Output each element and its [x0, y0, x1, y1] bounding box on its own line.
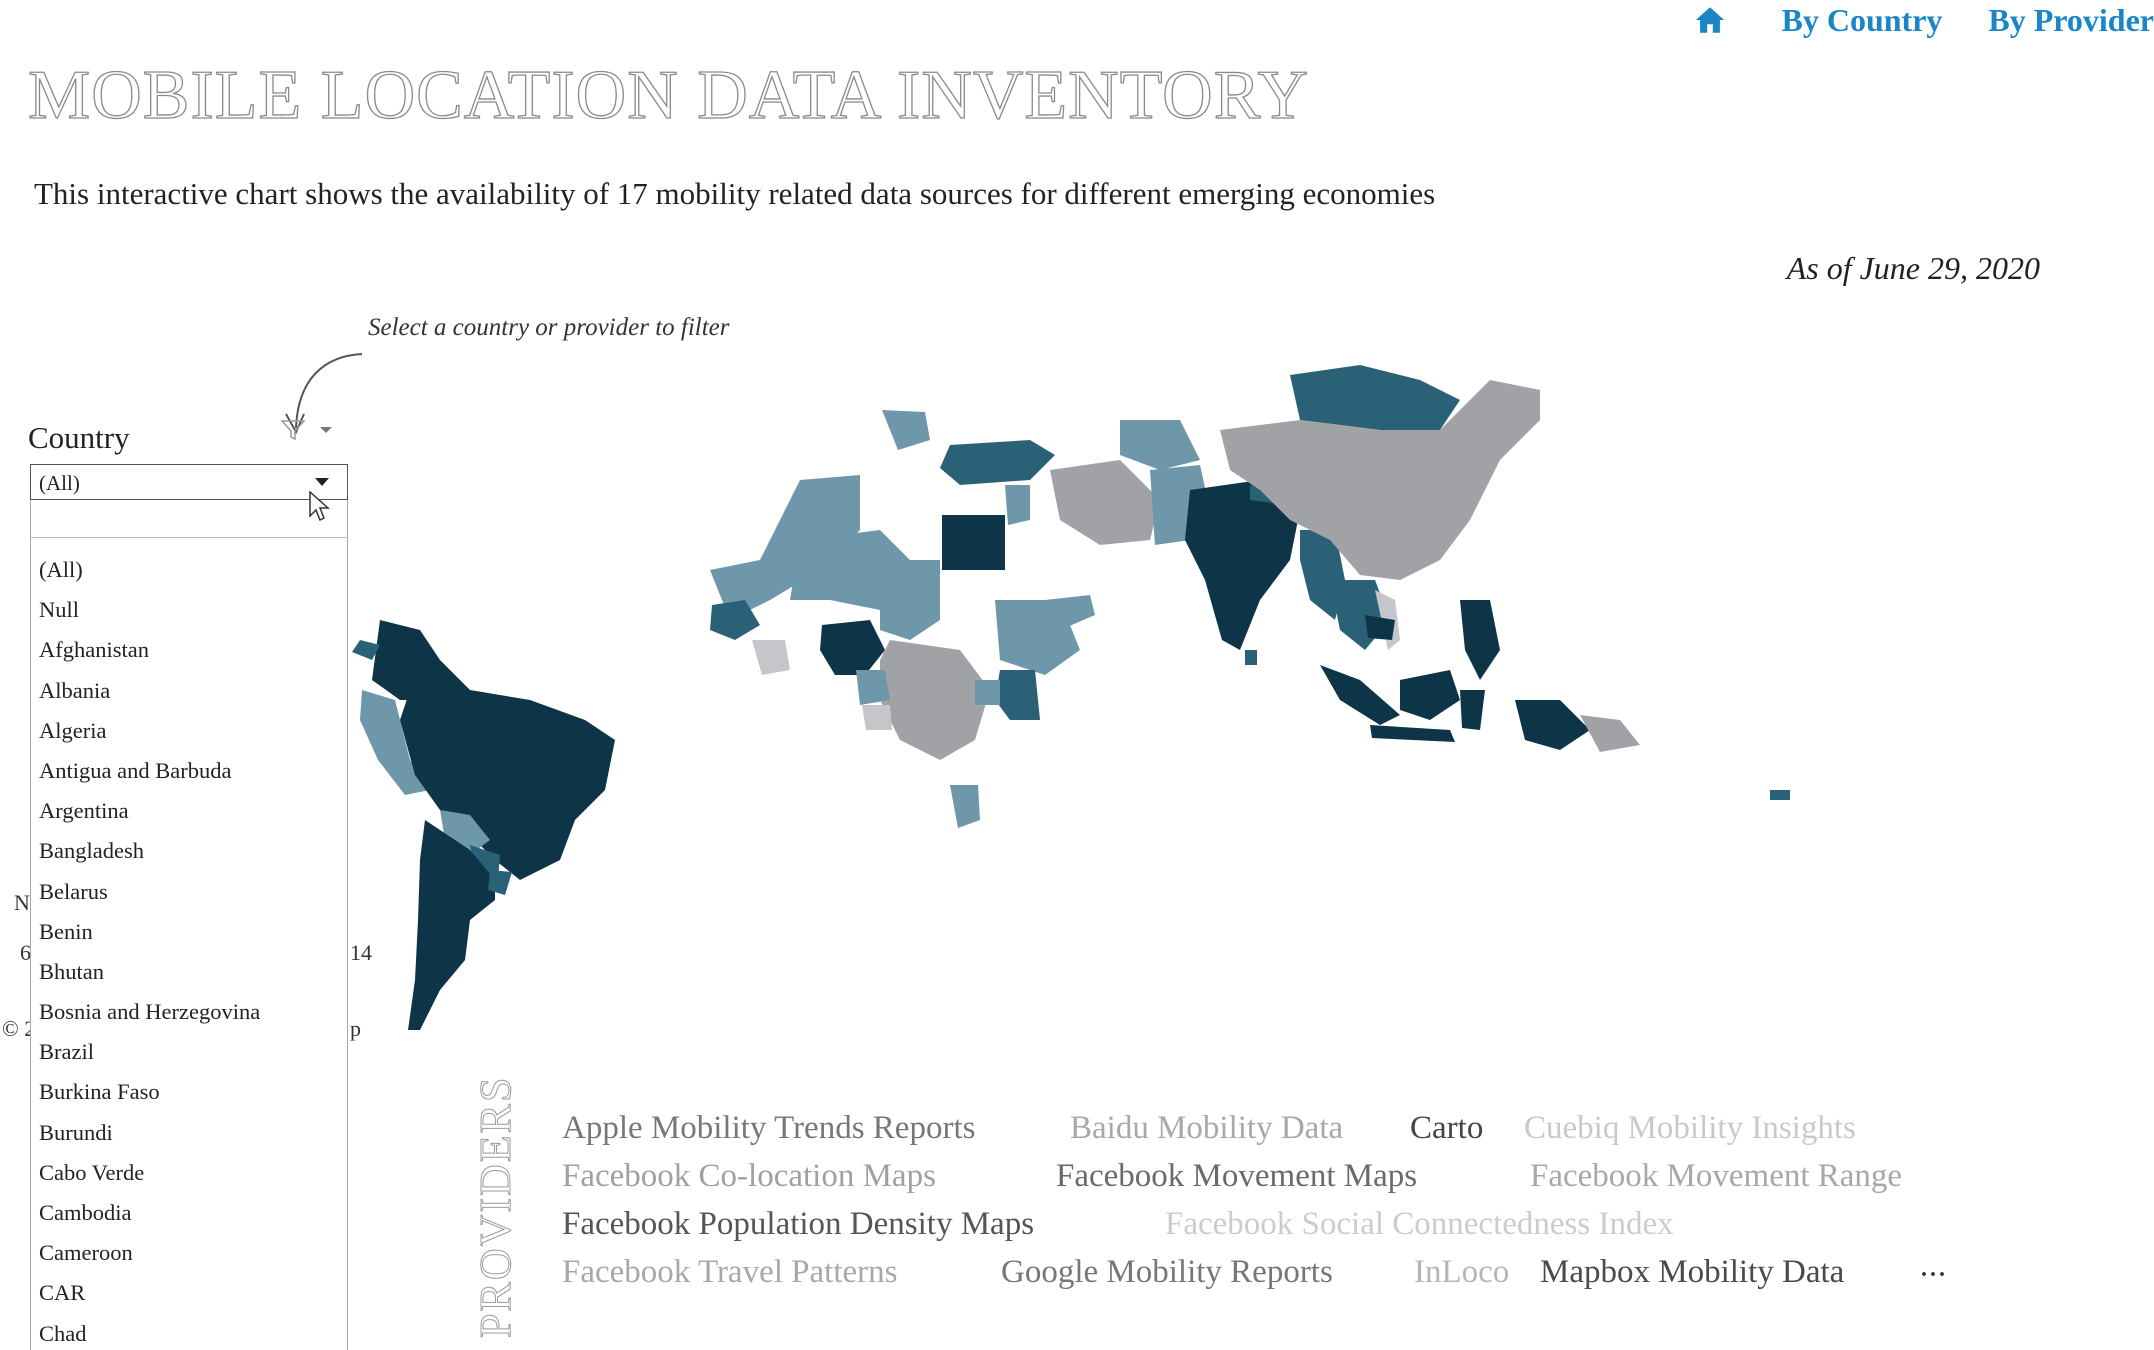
provider-item[interactable]: Facebook Co-location Maps [562, 1158, 936, 1194]
filter-menu-chevron-down-icon[interactable] [318, 425, 334, 435]
provider-item[interactable]: Apple Mobility Trends Reports [562, 1110, 976, 1146]
provider-item[interactable]: Mapbox Mobility Data [1540, 1254, 1845, 1290]
region-papua [1515, 700, 1590, 750]
provider-item[interactable]: Facebook Population Density Maps [562, 1206, 1035, 1242]
provider-item[interactable]: Facebook Movement Range [1530, 1158, 1903, 1194]
country-select[interactable]: (All) [30, 464, 348, 500]
region-india [1185, 480, 1300, 650]
provider-item[interactable]: Carto [1410, 1110, 1484, 1146]
region-turkey [940, 440, 1055, 485]
country-option[interactable]: Chad [39, 1320, 87, 1346]
clipped-label-n: N [14, 890, 30, 915]
region-nigeria [820, 620, 885, 675]
country-option[interactable]: Cabo Verde [39, 1159, 145, 1185]
country-option[interactable]: Algeria [39, 717, 107, 743]
filter-controls [280, 418, 334, 442]
filter-hint: Select a country or provider to filter [368, 314, 730, 341]
region-uganda [975, 680, 1000, 705]
country-option[interactable]: CAR [39, 1280, 86, 1306]
clipped-p: p [350, 1016, 361, 1041]
region-cambodia [1365, 615, 1395, 640]
region-uruguay [488, 870, 512, 895]
region-sumatra [1320, 665, 1400, 725]
region-ghana [752, 640, 790, 675]
region-horn [1045, 595, 1095, 630]
country-option[interactable]: Cameroon [39, 1240, 133, 1266]
country-option[interactable]: Burkina Faso [39, 1079, 160, 1105]
region-gabon-congo [862, 705, 892, 730]
provider-item[interactable]: InLoco [1414, 1254, 1510, 1290]
country-option[interactable]: Cambodia [39, 1200, 132, 1225]
country-option[interactable]: Belarus [39, 878, 108, 904]
provider-item[interactable]: Baidu Mobility Data [1070, 1110, 1344, 1146]
country-option[interactable]: Bhutan [39, 958, 104, 984]
clipped-copyright: © 2 [2, 1016, 36, 1041]
provider-item[interactable]: Google Mobility Reports [1001, 1254, 1333, 1290]
region-levant [1005, 485, 1030, 525]
country-option[interactable]: Antigua and Barbuda [39, 757, 232, 783]
country-filter-label: Country [28, 420, 130, 455]
map-regions [352, 365, 1790, 1030]
as-of-date: As of June 29, 2020 [1786, 250, 2040, 286]
region-central-africa [880, 640, 990, 760]
country-option[interactable]: Bangladesh [39, 838, 144, 864]
region-egypt [942, 515, 1005, 570]
more-options-icon[interactable]: ··· [1920, 1262, 1948, 1288]
region-chad-sudan [880, 560, 940, 640]
country-option[interactable]: Argentina [39, 798, 129, 824]
by-country-link[interactable]: By Country [1781, 1, 1943, 38]
region-argentina-chile [408, 820, 495, 1030]
country-option[interactable]: Bosnia and Herzegovina [39, 999, 261, 1025]
provider-item[interactable]: Facebook Movement Maps [1056, 1158, 1418, 1194]
providers-label: PROVIDERS [471, 1075, 521, 1339]
country-option[interactable]: (All) [39, 557, 83, 582]
region-pacific-islands [1770, 790, 1790, 800]
region-sulawesi [1460, 690, 1485, 730]
by-provider-link[interactable]: By Provider [1988, 1, 2154, 38]
country-options: (All) Null Afghanistan Albania Algeria Antigu… [31, 550, 347, 1350]
filter-icon[interactable] [280, 418, 308, 442]
country-option[interactable]: Null [39, 597, 80, 623]
provider-item[interactable]: Facebook Travel Patterns [562, 1254, 898, 1290]
country-option[interactable]: Afghanistan [39, 637, 149, 663]
region-philippines [1460, 600, 1500, 680]
mouse-cursor-icon [309, 490, 330, 522]
hint-arrow-icon [285, 353, 363, 435]
region-madagascar [950, 785, 980, 828]
country-option[interactable]: Brazil [39, 1039, 94, 1065]
region-peru [360, 690, 430, 795]
region-kenya [995, 670, 1040, 720]
clipped-value-six: 6 [20, 940, 31, 965]
region-caribbean [352, 640, 380, 660]
region-cameroon [856, 670, 890, 705]
country-dropdown-list: (All) Null Afghanistan Albania Algeria Antigu… [30, 500, 348, 1350]
chevron-down-icon[interactable] [315, 478, 329, 486]
clipped-value-fourteen: 14 [350, 940, 372, 965]
region-borneo [1400, 670, 1460, 720]
page-subtitle: This interactive chart shows the availab… [34, 176, 1436, 211]
page-title: MOBILE LOCATION DATA INVENTORY [27, 56, 1310, 134]
home-icon[interactable] [1693, 3, 1727, 37]
provider-item[interactable]: Cuebiq Mobility Insights [1524, 1110, 1856, 1146]
region-eastern-europe [882, 410, 930, 450]
region-iran [1050, 460, 1160, 545]
region-brazil [400, 690, 615, 880]
country-option[interactable]: Burundi [39, 1119, 113, 1145]
region-west-africa-dark [710, 600, 760, 640]
top-nav: By Country By Provider [1693, 0, 2154, 40]
region-central-asia [1120, 420, 1200, 470]
region-sri-lanka [1245, 650, 1257, 665]
country-search-input[interactable] [31, 500, 347, 538]
country-option[interactable]: Benin [39, 918, 93, 944]
region-china [1220, 380, 1540, 580]
region-morocco-mauritania [710, 475, 860, 620]
region-colombia-venezuela [372, 620, 470, 700]
country-option[interactable]: Albania [39, 677, 111, 703]
region-png [1580, 715, 1640, 752]
world-map[interactable] [340, 345, 1860, 1065]
region-java [1370, 725, 1455, 742]
region-mongolia [1290, 365, 1460, 430]
provider-item[interactable]: Facebook Social Connectedness Index [1165, 1206, 1674, 1242]
country-select-value: (All) [39, 471, 80, 495]
